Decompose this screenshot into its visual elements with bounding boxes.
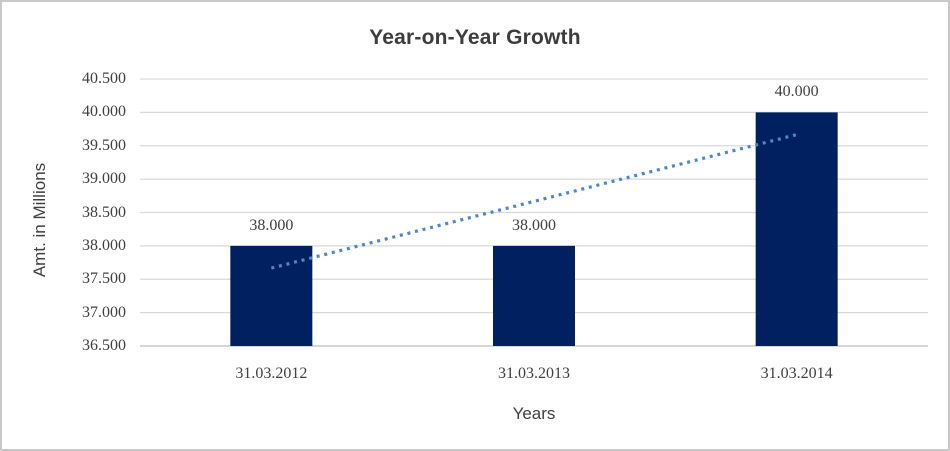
- y-tick-label: 36.500: [82, 337, 126, 354]
- bar-31.03.2014: [755, 112, 838, 346]
- y-tick-label: 38.000: [82, 236, 126, 254]
- x-tick-label: 31.03.2014: [760, 365, 833, 382]
- y-tick-label: 37.000: [82, 303, 126, 321]
- y-tick-label: 40.000: [82, 103, 126, 121]
- bar-value-label: 38.000: [249, 216, 294, 234]
- y-tick-label: 39.500: [82, 136, 126, 154]
- bar-value-label: 40.000: [774, 83, 819, 101]
- y-tick-label: 37.500: [82, 270, 126, 288]
- x-tick-label: 31.03.2013: [498, 365, 570, 382]
- y-tick-label: 38.500: [82, 203, 126, 221]
- bar-31.03.2012: [230, 245, 313, 346]
- x-axis-title: Years: [512, 404, 556, 423]
- bar-value-label: 38.000: [512, 216, 556, 234]
- y-tick-label: 39.000: [82, 170, 126, 188]
- bar-31.03.2013: [493, 245, 575, 346]
- chart-title: Year-on-Year Growth: [369, 26, 581, 49]
- y-tick-label: 40.500: [82, 70, 126, 87]
- x-tick-label: 31.03.2012: [235, 365, 308, 382]
